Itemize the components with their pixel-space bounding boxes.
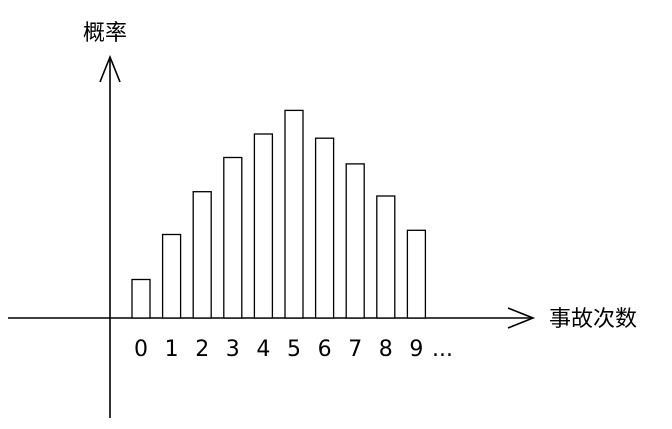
x-axis-label: 事故次数: [549, 307, 637, 332]
x-tick-label-3: 3: [226, 337, 240, 362]
y-axis-arrowhead: [99, 54, 121, 83]
x-tick-label-8: 8: [379, 337, 393, 362]
bar-1: [161, 233, 182, 319]
x-tick-label-1: 1: [165, 337, 179, 362]
bar-group: [131, 109, 427, 319]
x-tick-label-5: 5: [287, 337, 301, 362]
bar-7: [345, 163, 365, 319]
x-tick-label-0: 0: [134, 337, 148, 362]
x-tick-label-6: 6: [318, 337, 332, 362]
x-tick-label-4: 4: [256, 337, 270, 362]
x-tick-label-7: 7: [348, 337, 362, 362]
bar-8: [376, 195, 396, 319]
bar-0: [131, 278, 151, 319]
y-axis-label: 概率: [83, 21, 127, 46]
bar-2: [192, 191, 212, 319]
bar-4: [253, 133, 274, 319]
bar-5: [284, 109, 304, 319]
bar-9: [406, 229, 427, 319]
x-axis-arrowhead: [507, 307, 536, 329]
x-tick-label-9: 9: [409, 337, 423, 362]
bar-6: [314, 137, 335, 319]
bar-3: [223, 156, 243, 319]
x-tick-label-2: 2: [195, 337, 209, 362]
x-axis-ellipsis: ...: [432, 337, 453, 362]
